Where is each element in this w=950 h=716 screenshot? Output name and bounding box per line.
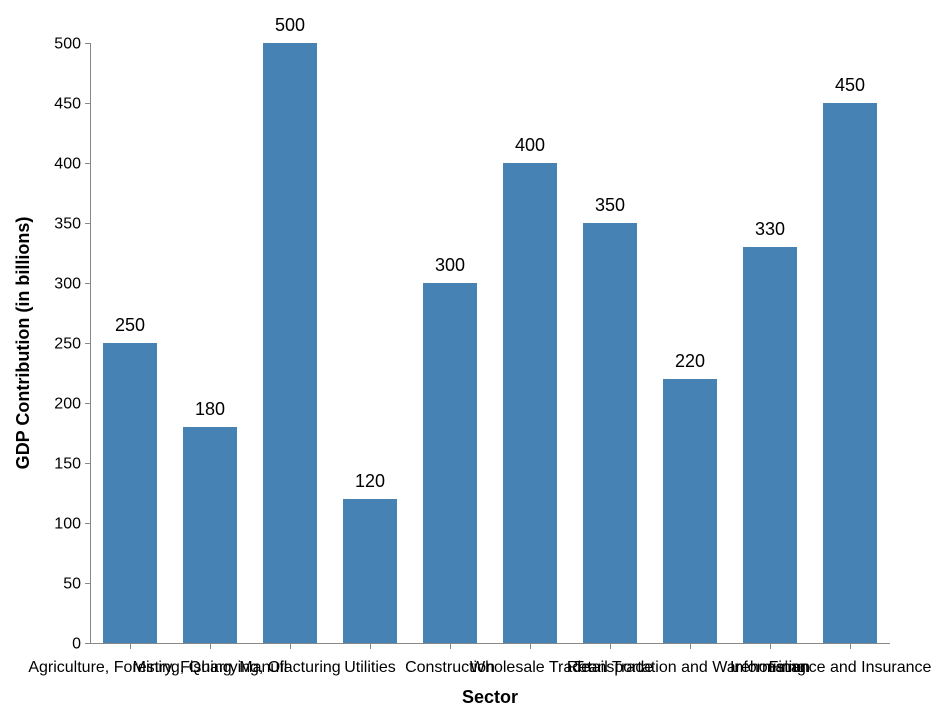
bar-value-label: 400 bbox=[515, 135, 545, 155]
y-tick-label: 450 bbox=[54, 96, 81, 113]
bar-value-label: 300 bbox=[435, 255, 465, 275]
y-tick-label: 400 bbox=[54, 156, 81, 173]
data-labels: 250 180 500 120 300 400 350 220 330 450 bbox=[115, 15, 865, 491]
bar bbox=[503, 163, 557, 643]
bar bbox=[583, 223, 637, 643]
x-tick-label: Retail Trade bbox=[567, 659, 653, 676]
x-tick-label: Wholesale Trade bbox=[470, 659, 590, 676]
y-tick-label: 250 bbox=[54, 336, 81, 353]
y-tick-label: 300 bbox=[54, 276, 81, 293]
y-tick-label: 500 bbox=[54, 36, 81, 53]
x-tick-label: Transportation and Warehousing bbox=[574, 659, 806, 676]
y-tick-label: 50 bbox=[63, 576, 81, 593]
y-axis: 0 50 100 150 200 250 300 350 400 450 500 bbox=[54, 36, 91, 653]
bar-value-label: 330 bbox=[755, 219, 785, 239]
bar-value-label: 220 bbox=[675, 351, 705, 371]
y-tick-label: 100 bbox=[54, 516, 81, 533]
x-tick-label: Utilities bbox=[344, 659, 396, 676]
x-tick-label: Information bbox=[730, 659, 810, 676]
x-tick-label: Finance and Insurance bbox=[769, 659, 932, 676]
x-axis-title: Sector bbox=[462, 687, 518, 707]
bar-value-label: 180 bbox=[195, 399, 225, 419]
bar-value-label: 250 bbox=[115, 315, 145, 335]
bar bbox=[423, 283, 477, 643]
bar-value-label: 350 bbox=[595, 195, 625, 215]
bar bbox=[103, 343, 157, 643]
bar bbox=[343, 499, 397, 643]
x-tick-label: Agriculture, Forestry, Fishing bbox=[28, 659, 231, 676]
y-tick-label: 200 bbox=[54, 396, 81, 413]
y-tick-label: 350 bbox=[54, 216, 81, 233]
bar bbox=[263, 43, 317, 643]
y-axis-title: GDP Contribution (in billions) bbox=[13, 217, 33, 470]
bar bbox=[823, 103, 877, 643]
bar bbox=[663, 379, 717, 643]
bar bbox=[183, 427, 237, 643]
y-tick-label: 150 bbox=[54, 456, 81, 473]
bar-value-label: 500 bbox=[275, 15, 305, 35]
x-tick-label: Mining, Quarrying, Oil bbox=[133, 659, 288, 676]
bar-value-label: 450 bbox=[835, 75, 865, 95]
bar-value-label: 120 bbox=[355, 471, 385, 491]
bars bbox=[103, 43, 877, 643]
y-tick-label: 0 bbox=[72, 636, 81, 653]
bar bbox=[743, 247, 797, 643]
x-tick-label: Manufacturing bbox=[239, 659, 340, 676]
x-tick-label: Construction bbox=[405, 659, 495, 676]
